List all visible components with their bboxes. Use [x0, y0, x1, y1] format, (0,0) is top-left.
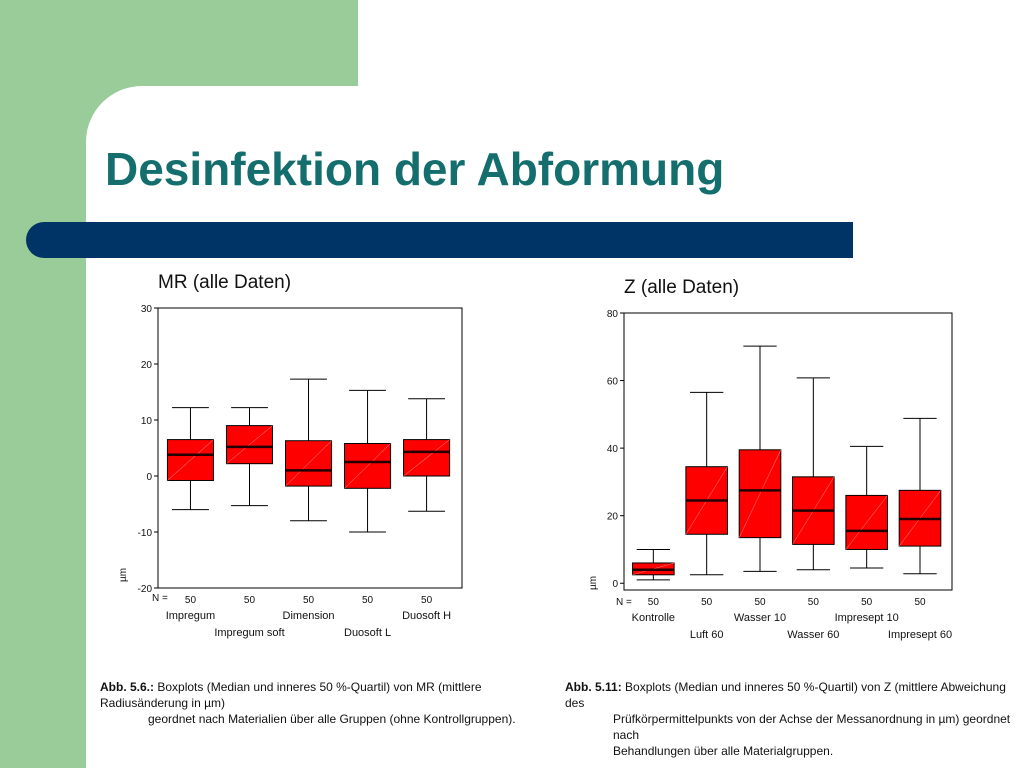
n-label: N = [152, 593, 168, 604]
n-value: 50 [701, 597, 713, 608]
slide-title: Desinfektion der Abformung [105, 143, 725, 195]
category-label: Impresept 10 [835, 612, 899, 624]
y-tick-label: 20 [141, 360, 153, 371]
caption-text-line1: Boxplots (Median und inneres 50 %-Quarti… [100, 680, 482, 710]
caption-figure-5-11: Abb. 5.11: Boxplots (Median und inneres … [565, 679, 1021, 759]
caption-text-line1: Boxplots (Median und inneres 50 %-Quarti… [565, 680, 1006, 710]
y-tick-label: 40 [607, 444, 619, 455]
category-label: Impresept 60 [888, 629, 952, 641]
caption-text-line3: Behandlungen über alle Materialgruppen. [613, 744, 834, 758]
caption-text-line2: geordnet nach Materialien über alle Grup… [148, 712, 516, 726]
n-value: 50 [185, 595, 197, 606]
caption-label: Abb. 5.6.: [100, 680, 155, 694]
category-label: Luft 60 [690, 629, 724, 641]
y-tick-label: 60 [607, 377, 619, 388]
caption-figure-5-6: Abb. 5.6.: Boxplots (Median und inneres … [100, 679, 560, 727]
y-tick-label: -20 [138, 584, 153, 595]
y-tick-label: 20 [607, 512, 619, 523]
category-label: Impregum [166, 610, 216, 622]
box-sheen [344, 443, 391, 489]
box-sheen [738, 449, 782, 538]
n-value: 50 [648, 597, 660, 608]
category-label: Wasser 10 [734, 612, 786, 624]
category-label: Duosoft L [344, 627, 391, 639]
y-tick-label: 0 [146, 472, 152, 483]
y-tick-label: 80 [607, 309, 619, 320]
box-sheen [167, 439, 214, 481]
n-value: 50 [861, 597, 873, 608]
caption-text-line2: Prüfkörpermittelpunkts von der Achse der… [613, 712, 1011, 742]
title-underline-bar [26, 222, 853, 258]
box-sheen [226, 425, 273, 464]
category-label: Duosoft H [402, 610, 451, 622]
n-label: N = [616, 597, 632, 608]
caption-label: Abb. 5.11: [565, 680, 622, 694]
category-label: Wasser 60 [787, 629, 839, 641]
plot-frame [623, 312, 953, 591]
box-sheen [845, 495, 888, 550]
y-tick-label: 10 [141, 416, 153, 427]
n-value: 50 [754, 597, 766, 608]
box-sheen [403, 439, 450, 477]
y-tick-label: 0 [612, 579, 618, 590]
chart-z-boxplot: Z (alle Daten) µm N = 0 20 40 60 80 50 Kontrol… [588, 277, 953, 641]
n-value: 50 [303, 595, 315, 606]
y-axis-label: µm [588, 576, 599, 590]
n-value: 50 [244, 595, 256, 606]
y-tick-label: -10 [138, 528, 153, 539]
chart-title: Z (alle Daten) [624, 277, 739, 298]
plot-frame [157, 307, 463, 589]
y-axis-label: µm [118, 568, 129, 582]
chart-title: MR (alle Daten) [158, 272, 291, 293]
n-value: 50 [421, 595, 433, 606]
category-label: Kontrolle [632, 612, 675, 624]
y-tick-label: 30 [141, 304, 153, 315]
chart-mr-boxplot: MR (alle Daten) µm N = -20 -10 0 10 20 30 50 Im… [118, 272, 463, 639]
n-value: 50 [362, 595, 374, 606]
n-value: 50 [914, 597, 926, 608]
box-sheen [285, 440, 332, 487]
category-label: Impregum soft [214, 627, 284, 639]
category-label: Dimension [283, 610, 335, 622]
n-value: 50 [808, 597, 820, 608]
